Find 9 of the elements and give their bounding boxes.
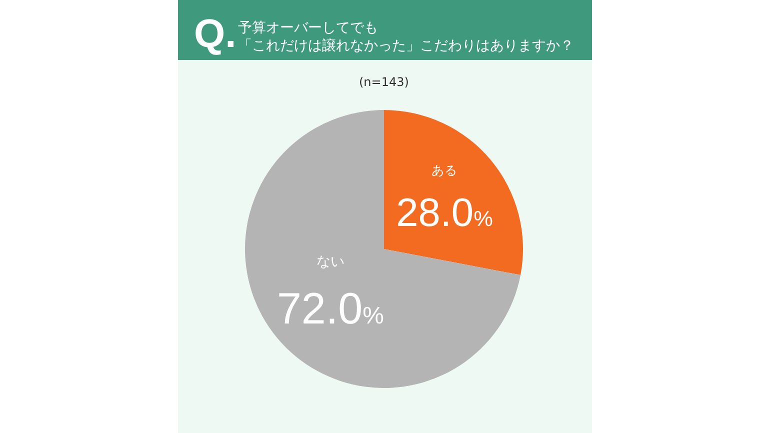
text: Q. (194, 12, 236, 56)
pie-slice (245, 110, 521, 388)
slice-label: ある (431, 163, 458, 178)
slice-label: ない (316, 253, 344, 270)
pie-slice (384, 110, 523, 276)
chart-title: 予算オーバーしてでも「これだけは譲れなかった」こだわりはありますか？ (238, 20, 574, 54)
data-label: 28.0% (396, 191, 493, 236)
chart-subtitle: (n=143) (359, 75, 409, 89)
data-label: 72.0% (276, 284, 384, 334)
